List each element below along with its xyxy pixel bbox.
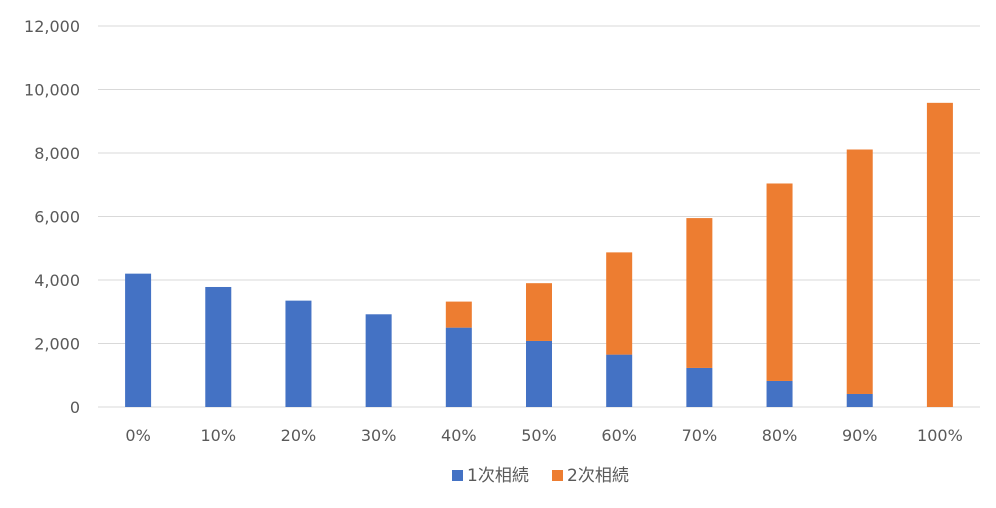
bars xyxy=(125,102,953,408)
bar-segment-series-1 xyxy=(205,286,232,407)
y-tick-label: 8,000 xyxy=(34,144,80,163)
x-axis-tick-labels: 0% 10% 20% 30% 40% 50% 60% 70% 80% 90% 100% xyxy=(125,426,962,445)
bar-segment-series-1 xyxy=(606,354,633,407)
legend-label: 2次相続 xyxy=(567,466,629,486)
x-tick-label: 30% xyxy=(361,426,397,445)
bar-segment-series-1 xyxy=(125,273,152,407)
legend-label: 1次相続 xyxy=(467,466,529,486)
legend-item: 1次相続 xyxy=(452,466,529,486)
x-tick-label: 90% xyxy=(842,426,878,445)
x-tick-label: 70% xyxy=(682,426,718,445)
bar-segment-series-1 xyxy=(445,327,472,407)
bar-segment-series-1 xyxy=(285,300,312,407)
y-tick-label: 4,000 xyxy=(34,271,80,290)
x-tick-label: 10% xyxy=(200,426,236,445)
legend: 1次相続 2次相続 xyxy=(452,466,629,486)
x-tick-label: 60% xyxy=(601,426,637,445)
bar-segment-series-1 xyxy=(365,314,392,407)
bar-segment-series-2 xyxy=(606,252,633,355)
y-tick-label: 2,000 xyxy=(34,335,80,354)
y-tick-label: 10,000 xyxy=(24,81,80,100)
legend-item: 2次相続 xyxy=(552,466,629,486)
gridlines xyxy=(98,25,980,408)
x-tick-label: 40% xyxy=(441,426,477,445)
x-tick-label: 0% xyxy=(125,426,150,445)
y-axis-tick-labels: 0 2,000 4,000 6,000 8,000 10,000 12,000 xyxy=(24,17,80,417)
bar-segment-series-2 xyxy=(526,283,552,341)
y-tick-label: 12,000 xyxy=(24,17,80,36)
x-tick-label: 100% xyxy=(917,426,963,445)
x-tick-label: 20% xyxy=(281,426,317,445)
y-tick-label: 6,000 xyxy=(34,208,80,227)
bar-segment-series-1 xyxy=(526,340,552,407)
bar-segment-series-2 xyxy=(766,183,793,381)
legend-swatch xyxy=(452,470,463,481)
y-tick-label: 0 xyxy=(70,398,80,417)
bar-segment-series-2 xyxy=(926,102,953,408)
bar-segment-series-2 xyxy=(686,218,713,368)
x-tick-label: 80% xyxy=(762,426,798,445)
x-tick-label: 50% xyxy=(521,426,557,445)
bar-segment-series-1 xyxy=(686,367,713,407)
legend-swatch xyxy=(552,470,563,481)
bar-segment-series-2 xyxy=(846,149,873,394)
bar-segment-series-2 xyxy=(445,301,472,328)
bar-segment-series-1 xyxy=(846,393,873,407)
bar-segment-series-1 xyxy=(766,380,793,407)
